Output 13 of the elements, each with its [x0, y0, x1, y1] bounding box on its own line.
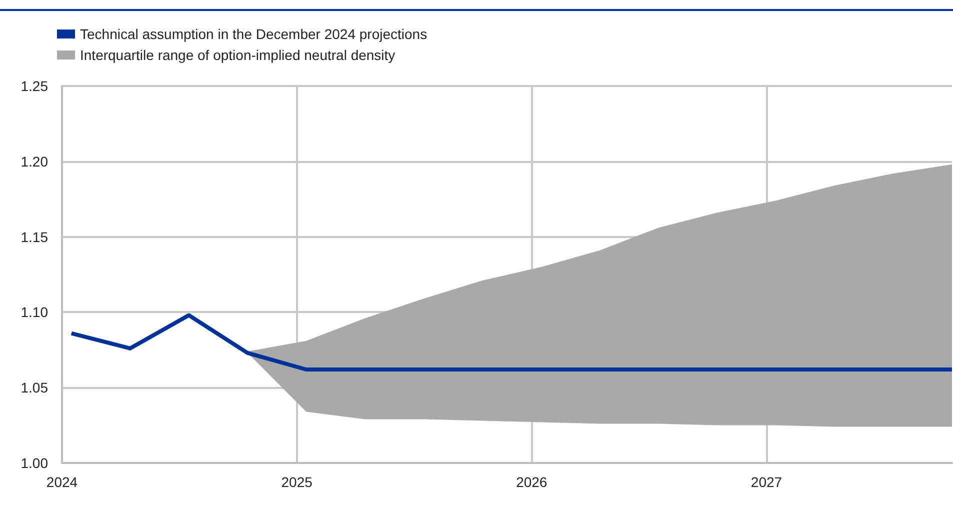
- x-tick-label: 2026: [516, 474, 548, 490]
- legend-label: Technical assumption in the December 2024 projections: [80, 26, 428, 42]
- x-tick-label: 2024: [46, 474, 78, 490]
- y-tick-label: 1.25: [20, 78, 48, 94]
- y-tick-label: 1.00: [20, 455, 48, 471]
- x-tick-label: 2025: [281, 474, 313, 490]
- y-tick-label: 1.15: [20, 228, 48, 245]
- x-tick-label: 2027: [750, 474, 782, 490]
- y-tick-label: 1.10: [20, 304, 48, 320]
- legend-label: Interquartile range of option-implied neutral density: [80, 47, 396, 63]
- line-series: [69, 313, 953, 372]
- y-tick-label: 1.20: [20, 153, 48, 170]
- y-tick-label: 1.05: [20, 380, 48, 396]
